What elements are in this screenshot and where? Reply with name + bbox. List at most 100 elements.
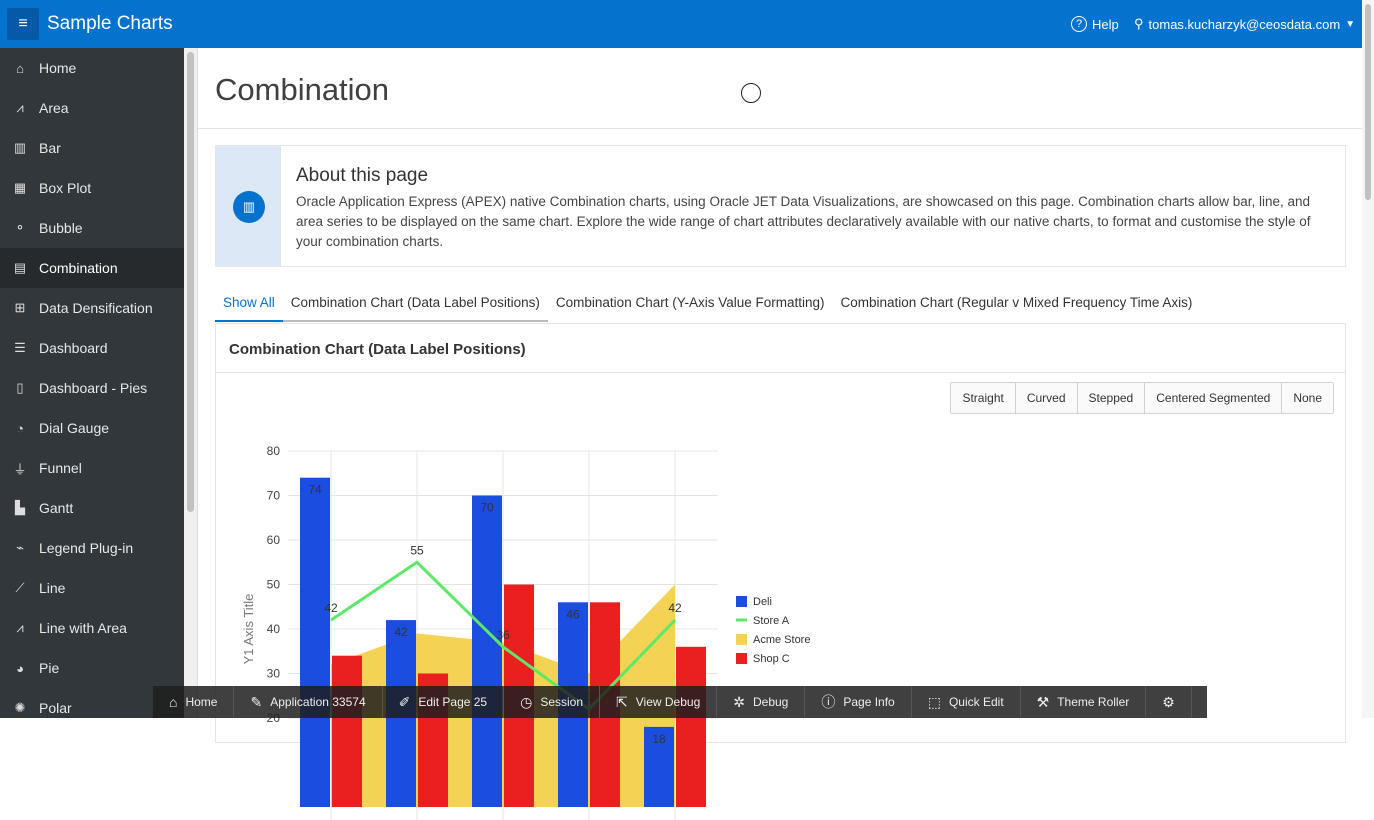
legend-item-store-a[interactable]: Store A (753, 615, 790, 627)
toolbar-edit-page-25-button[interactable]: ✐ Edit Page 25 (383, 686, 505, 718)
region-title: Combination Chart (Data Label Positions) (216, 324, 1345, 373)
legend-item-acme-store[interactable]: Acme Store (753, 634, 810, 646)
legend-swatch (736, 618, 747, 622)
sidebar-item-dashboard-pies[interactable]: ▯ Dashboard - Pies (0, 368, 184, 408)
nav-icon: ⟋ (15, 580, 25, 595)
page-scrollbar[interactable] (1362, 0, 1374, 718)
toolbar-label: Theme Roller (1057, 695, 1130, 709)
data-label: 18 (652, 732, 666, 746)
sidebar-item-dashboard[interactable]: ☰ Dashboard (0, 328, 184, 368)
toolbar-label: View Debug (635, 695, 701, 709)
toolbar-debug-button[interactable]: ✲ Debug (717, 686, 806, 718)
y-axis-title: Y1 Axis Title (241, 594, 256, 665)
centered-segmented-button[interactable]: Centered Segmented (1145, 383, 1283, 413)
sidebar-item-gantt[interactable]: ▙ Gantt (0, 488, 184, 528)
legend-item-shop-c[interactable]: Shop C (753, 653, 790, 665)
line-store-a[interactable] (330, 560, 677, 712)
nav-icon: ✺ (14, 700, 26, 715)
sidebar-nav: ⌂ Home ⩘ Area ▥ Bar ▦ Box Plot ⚬ Bubble ▤ Combinati… (0, 48, 184, 718)
y-tick-label: 50 (267, 578, 281, 592)
toolbar-quick-edit-button[interactable]: ⬚ Quick Edit (912, 686, 1021, 718)
hamburger-icon: ≡ (18, 15, 28, 32)
sidebar-item-label: Funnel (39, 460, 82, 476)
help-link[interactable]: ? Help (1071, 16, 1119, 32)
tab-show-all[interactable]: Show All (215, 290, 283, 322)
sidebar-scrollbar[interactable] (184, 48, 198, 718)
nav-icon: ◕ (16, 660, 24, 676)
legend-item-deli[interactable]: Deli (753, 596, 772, 608)
sidebar-item-home[interactable]: ⌂ Home (0, 48, 184, 88)
about-text: Oracle Application Express (APEX) native… (296, 194, 1311, 249)
toolbar-session-button[interactable]: ◷ Session (504, 686, 601, 718)
nav-icon: ⌂ (16, 60, 24, 76)
sidebar-item-label: Line (39, 580, 66, 596)
toolbar-label: Application 33574 (270, 695, 366, 709)
app-title[interactable]: Sample Charts (47, 13, 173, 34)
menu-toggle-button[interactable]: ≡ (7, 8, 39, 40)
data-label: 55 (410, 543, 424, 557)
chart-icon: ▥ (233, 191, 265, 223)
bar-shop-c[interactable] (332, 655, 362, 807)
toolbar-icon: ⬚ (927, 693, 941, 710)
bar-shop-c[interactable] (676, 646, 706, 807)
toolbar-view-debug-button[interactable]: ⇱ View Debug (600, 686, 718, 718)
sidebar-item-area[interactable]: ⩘ Area (0, 88, 184, 128)
toolbar-icon: ⇱ (616, 693, 628, 710)
sidebar-item-pie[interactable]: ◕ Pie (0, 648, 184, 688)
straight-button[interactable]: Straight (951, 383, 1016, 413)
sidebar-item-label: Combination (39, 260, 118, 276)
toolbar-settings-button[interactable]: ⚙ (1146, 686, 1192, 718)
toolbar-label: Edit Page 25 (418, 695, 488, 709)
sidebar-item-label: Area (39, 100, 69, 116)
sidebar-item-label: Box Plot (39, 180, 92, 196)
y-tick-label: 60 (267, 533, 281, 547)
sidebar-item-dial-gauge[interactable]: ◔ Dial Gauge (0, 408, 184, 448)
toolbar-label: Debug (752, 695, 789, 709)
toolbar-icon: ✎ (250, 693, 263, 710)
curved-button[interactable]: Curved (1015, 383, 1078, 413)
sidebar-item-legend-plug-in[interactable]: ⌁ Legend Plug-in (0, 528, 184, 568)
toolbar-label: Quick Edit (948, 695, 1004, 709)
user-menu[interactable]: ⚲ tomas.kucharzyk@ceosdata.com ▼ (1134, 16, 1355, 32)
sidebar-item-line[interactable]: ⟋ Line (0, 568, 184, 608)
toolbar-application-33574-button[interactable]: ✎ Application 33574 (234, 686, 383, 718)
sidebar-item-box-plot[interactable]: ▦ Box Plot (0, 168, 184, 208)
title-bar: Combination (198, 48, 1362, 129)
nav-icon: ⩘ (16, 620, 24, 635)
nav-icon: ☰ (14, 340, 26, 355)
stepped-button[interactable]: Stepped (1077, 383, 1146, 413)
toolbar-page-info-button[interactable]: ⓘ Page Info (805, 686, 912, 718)
nav-icon: ⩘ (16, 100, 24, 115)
sidebar-item-bubble[interactable]: ⚬ Bubble (0, 208, 184, 248)
sidebar-item-funnel[interactable]: ⏚ Funnel (0, 448, 184, 488)
tab-data-label-positions[interactable]: Combination Chart (Data Label Positions) (282, 290, 548, 322)
line-type-buttons: Straight Curved Stepped Centered Segment… (950, 382, 1334, 414)
data-label: 42 (394, 625, 408, 639)
tab-time-axis[interactable]: Combination Chart (Regular v Mixed Frequ… (840, 295, 1193, 310)
sidebar-item-data-densification[interactable]: ⊞ Data Densification (0, 288, 184, 328)
sidebar-item-label: Bubble (39, 220, 83, 236)
none-button[interactable]: None (1282, 383, 1333, 413)
nav-icon: ◔ (16, 420, 24, 436)
sidebar-item-line-with-area[interactable]: ⩘ Line with Area (0, 608, 184, 648)
toolbar-icon: ✐ (398, 693, 411, 710)
toolbar-icon: ✲ (733, 693, 745, 710)
toolbar-home-button[interactable]: ⌂ Home (153, 686, 235, 718)
data-label: 36 (496, 628, 510, 642)
nav-icon: ⊞ (14, 300, 26, 315)
bar-deli[interactable] (472, 495, 502, 808)
top-header: ≡ Sample Charts ? Help ⚲ tomas.kucharzyk@c… (0, 0, 1362, 48)
toolbar-icon: ⌂ (169, 694, 178, 710)
y-tick-label: 70 (267, 489, 281, 503)
toolbar-theme-roller-button[interactable]: ⚒ Theme Roller (1021, 686, 1147, 718)
nav-icon: ⌁ (16, 540, 24, 555)
tab-y-axis-formatting[interactable]: Combination Chart (Y-Axis Value Formatti… (555, 295, 825, 310)
toolbar-label: Home (185, 695, 218, 709)
data-label: 42 (324, 601, 338, 615)
bar-deli[interactable] (300, 477, 330, 807)
toolbar-label: Page Info (843, 695, 895, 709)
sidebar-item-polar[interactable]: ✺ Polar (0, 688, 184, 728)
help-icon: ? (1071, 16, 1087, 32)
sidebar-item-bar[interactable]: ▥ Bar (0, 128, 184, 168)
sidebar-item-combination[interactable]: ▤ Combination (0, 248, 184, 288)
